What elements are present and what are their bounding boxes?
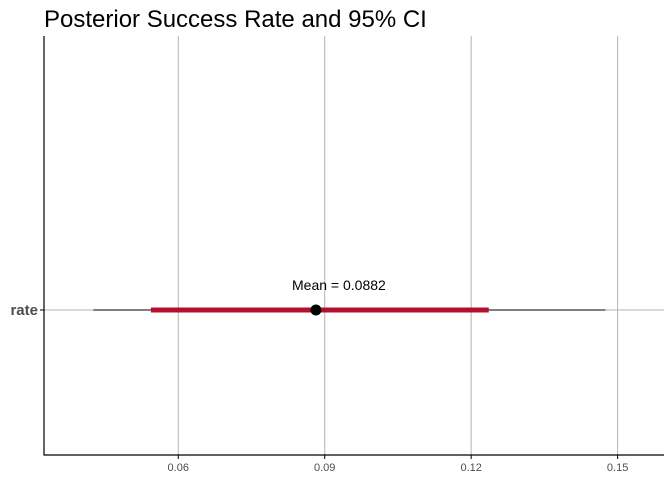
x-tick-label: 0.15 xyxy=(607,462,628,474)
x-tick-label: 0.06 xyxy=(168,462,189,474)
mean-point xyxy=(310,304,322,316)
x-tick-label: 0.09 xyxy=(314,462,335,474)
gridlines xyxy=(44,36,664,455)
chart-title: Posterior Success Rate and 95% CI xyxy=(44,6,427,33)
axis-labels: 0.06 0.09 0.12 0.15 rate xyxy=(10,302,628,474)
x-tick-label: 0.12 xyxy=(460,462,481,474)
axes xyxy=(40,36,664,459)
interval-marks: Mean = 0.0882 xyxy=(93,277,606,316)
y-category-label: rate xyxy=(10,302,38,319)
mean-annotation: Mean = 0.0882 xyxy=(292,277,386,293)
